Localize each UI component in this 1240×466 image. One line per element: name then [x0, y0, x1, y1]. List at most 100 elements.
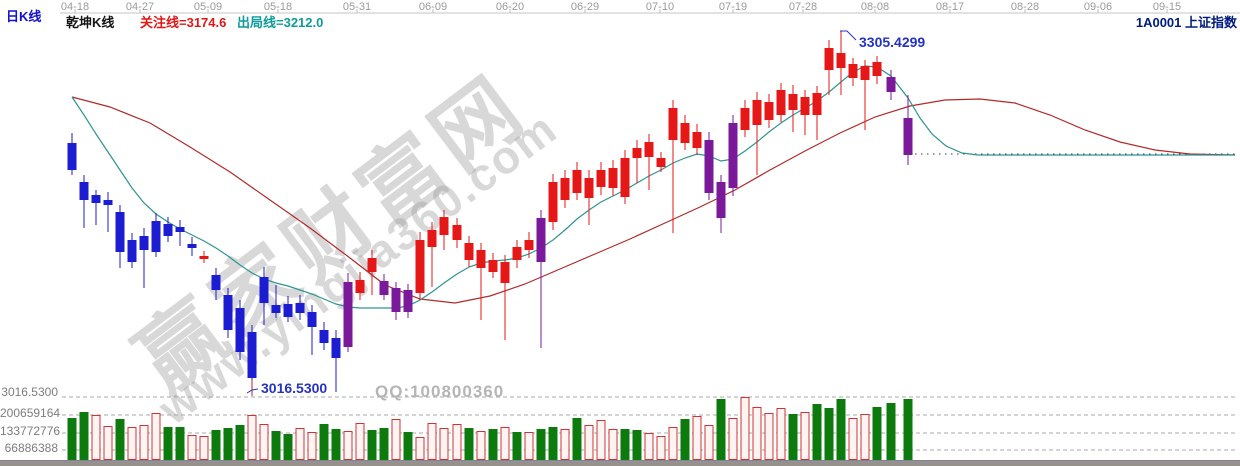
candle-body	[903, 118, 913, 155]
candle-body	[79, 182, 89, 200]
watermark-qq: QQ:100800360	[375, 382, 505, 401]
volume-bar	[187, 435, 197, 460]
candle-body	[307, 312, 317, 327]
low-leader-line	[246, 388, 259, 394]
candle-body	[247, 332, 257, 378]
candle-body	[464, 243, 474, 260]
volume-bar	[584, 425, 594, 460]
candle-body	[271, 305, 281, 313]
date-axis-label: 05-31	[342, 1, 372, 13]
date-axis-label: 08-28	[1010, 1, 1040, 13]
volume-bar	[812, 404, 822, 460]
volume-bar	[704, 425, 714, 460]
candle-body	[860, 66, 870, 80]
volume-bar	[79, 412, 89, 460]
candle-body	[692, 132, 702, 148]
volume-bar	[103, 426, 113, 460]
date-axis-label: 05-18	[263, 1, 293, 13]
volume-bar	[223, 428, 233, 460]
volume-bar	[367, 430, 377, 460]
candle-body	[211, 275, 221, 290]
volume-bar	[175, 427, 185, 460]
candle-body	[91, 195, 101, 203]
volume-bar	[824, 408, 834, 460]
volume-bar	[776, 408, 786, 460]
volume-bar	[788, 414, 798, 460]
volume-bar	[307, 432, 317, 460]
volume-bar	[283, 434, 293, 460]
volume-bar	[728, 418, 738, 460]
volume-axis-tick-2: 133772776	[0, 424, 61, 438]
candle-body	[259, 277, 269, 303]
volume-bar	[163, 427, 173, 460]
candle-body	[427, 230, 437, 247]
volume-bar	[680, 419, 690, 460]
volume-bar	[608, 429, 618, 460]
candle-body	[391, 288, 401, 312]
candle-body	[439, 217, 449, 235]
candle-body	[764, 102, 774, 120]
volume-bar	[512, 432, 522, 460]
candle-body	[524, 240, 534, 250]
indicator-name-label: 乾坤K线	[66, 15, 115, 30]
volume-bar	[319, 424, 329, 460]
date-axis-label: 07-19	[718, 1, 748, 13]
volume-bar	[488, 429, 498, 460]
volume-bar	[644, 433, 654, 460]
volume-bar	[764, 413, 774, 460]
volume-bar	[740, 397, 750, 460]
candle-body	[367, 258, 377, 272]
candle-body	[656, 158, 666, 167]
volume-bar	[67, 418, 77, 460]
date-axis-label: 09-15	[1152, 1, 1182, 13]
candle-body	[836, 53, 846, 68]
candle-body	[812, 93, 822, 115]
date-axis-label: 04-27	[125, 1, 155, 13]
volume-bar	[620, 429, 630, 460]
candle-body	[127, 240, 137, 262]
volume-bar	[452, 424, 462, 460]
volume-bar	[692, 416, 702, 460]
volume-axis-tick-1: 200659164	[0, 406, 61, 420]
window-bottom-edge	[0, 460, 1240, 466]
ma-short-line	[71, 65, 1235, 309]
candle-body	[283, 304, 293, 317]
candle-body	[223, 295, 233, 330]
candle-body	[163, 224, 173, 236]
date-axis-label: 07-28	[788, 1, 818, 13]
period-label[interactable]: 日K线	[6, 9, 42, 24]
candle-body	[572, 170, 582, 193]
volume-bar	[127, 427, 137, 460]
volume-bar	[668, 427, 678, 460]
volume-bar	[716, 399, 726, 460]
volume-bar	[536, 429, 546, 460]
candle-body	[872, 62, 882, 76]
candle-body	[752, 100, 762, 125]
candle-body	[343, 282, 353, 347]
date-axis-label: 06-20	[495, 1, 525, 13]
exit-line-label: 出局线=3212.0	[237, 15, 324, 30]
candle-body	[536, 218, 546, 262]
volume-bar	[476, 431, 486, 460]
candle-body	[704, 140, 714, 193]
volume-bar	[427, 423, 437, 460]
volume-bar	[199, 436, 209, 460]
volume-bar	[259, 424, 269, 460]
high-price-annotation: 3305.4299	[859, 34, 926, 50]
candle-body	[620, 158, 630, 197]
volume-bar	[596, 420, 606, 460]
candle-body	[680, 123, 690, 143]
volume-bar	[295, 428, 305, 460]
volume-bar	[91, 415, 101, 460]
volume-bar	[115, 419, 125, 460]
volume-bar	[355, 423, 365, 460]
date-axis-label: 05-09	[193, 1, 223, 13]
candle-body	[512, 247, 522, 260]
volume-bar	[379, 428, 389, 460]
candle-body	[824, 48, 834, 70]
candle-body	[500, 262, 510, 283]
volume-bar	[391, 419, 401, 460]
candle-body	[644, 142, 654, 157]
